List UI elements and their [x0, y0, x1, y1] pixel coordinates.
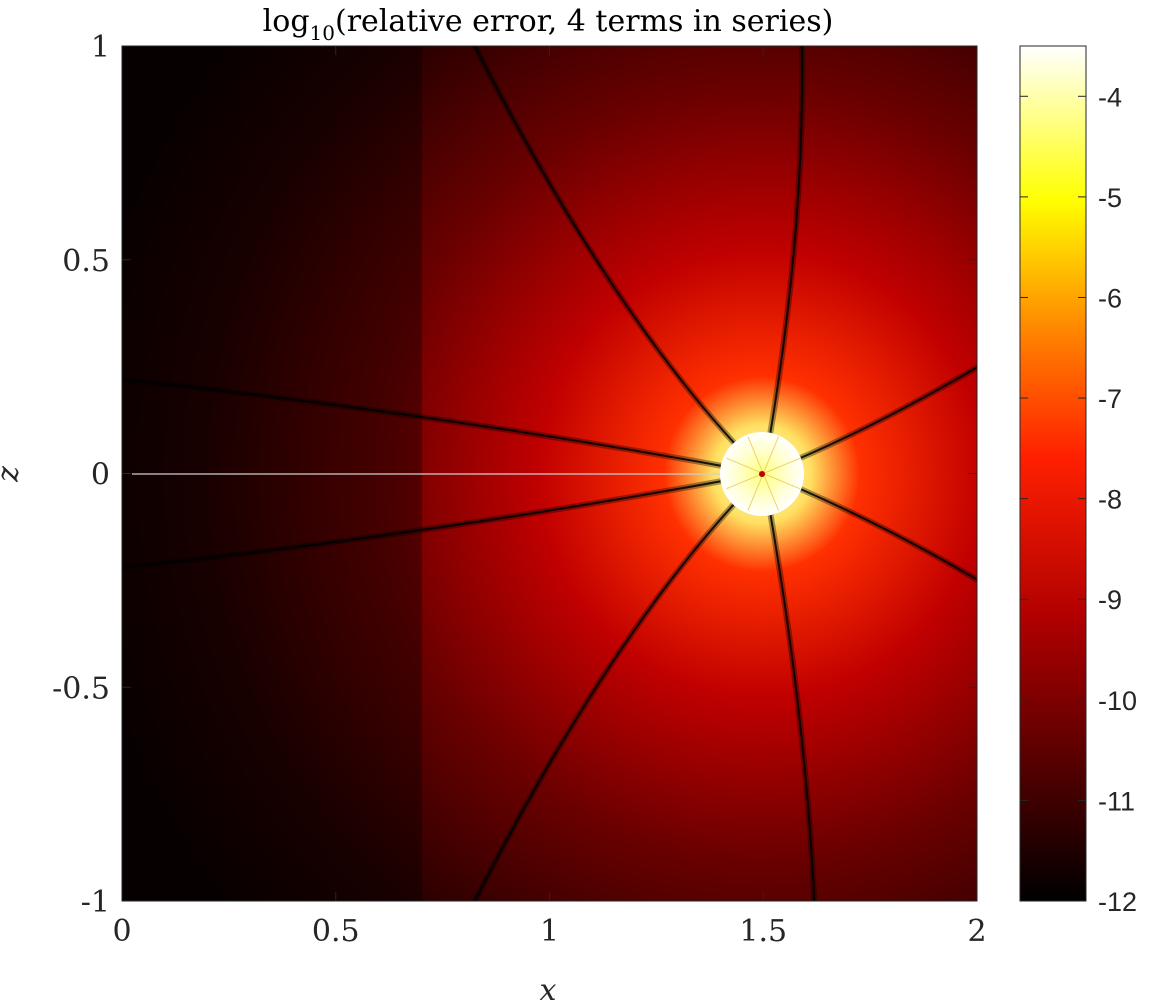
title-rest: (relative error, 4 terms in series): [335, 4, 833, 39]
y-tick-label: -0.5: [52, 671, 110, 706]
nodal-line: [473, 46, 764, 475]
x-tick-label: 0.5: [312, 914, 360, 949]
colorbar: -4 -5 -6 -7 -8 -9 -10 -11 -12: [1019, 45, 1137, 917]
colorbar-ticks: -4 -5 -6 -7 -8 -9 -10 -11 -12: [1020, 82, 1137, 917]
y-tick-label: 1: [91, 30, 110, 65]
x-tick-label: 1: [540, 914, 559, 949]
y-tick-label: 0: [91, 458, 110, 493]
x-tick-label: 2: [967, 914, 986, 949]
chart-title: log10(relative error, 4 terms in series): [263, 4, 834, 45]
x-tick-label: 0: [112, 914, 131, 949]
colorbar-tick-label: -7: [1098, 384, 1122, 414]
disk-ray: [763, 473, 801, 490]
y-tick-label: -1: [81, 885, 110, 920]
nodal-line: [122, 472, 764, 569]
colorbar-tick-label: -4: [1098, 82, 1122, 112]
disk-ray: [747, 436, 764, 474]
nodal-line: [473, 472, 764, 901]
disk-ray: [726, 457, 764, 474]
colorbar-tick-label: -6: [1098, 283, 1122, 313]
disk-ray: [762, 436, 780, 474]
y-tick-label: 0.5: [62, 244, 110, 279]
nodal-line: [762, 473, 816, 901]
x-axis: 0 0.5 1 1.5 2: [112, 46, 987, 949]
nodal-line: [762, 46, 804, 474]
y-axis-label: z: [0, 466, 26, 483]
singular-point: [759, 471, 765, 477]
disk-ray: [747, 473, 764, 511]
colorbar-gradient: [1019, 45, 1087, 902]
colorbar-tick-label: -12: [1098, 887, 1137, 917]
y-axis: 1 0.5 0 -0.5 -1: [52, 30, 977, 920]
disk-ray: [762, 473, 780, 511]
colorbar-tick-label: -11: [1098, 786, 1135, 816]
nodal-line: [122, 378, 764, 475]
plot-area: [122, 46, 977, 901]
nodal-lines: [122, 46, 977, 901]
x-tick-label: 1.5: [739, 914, 787, 949]
title-subscript: 10: [310, 21, 335, 45]
disk-ray: [763, 457, 801, 474]
colorbar-tick-label: -8: [1098, 485, 1122, 515]
title-log: log: [263, 4, 310, 39]
disk-rays: [726, 436, 801, 511]
x-axis-label: x: [540, 973, 557, 1003]
colorbar-tick-label: -10: [1098, 686, 1137, 716]
colorbar-tick-label: -5: [1098, 183, 1122, 213]
colorbar-tick-label: -9: [1098, 585, 1122, 615]
disk-ray: [726, 473, 764, 490]
